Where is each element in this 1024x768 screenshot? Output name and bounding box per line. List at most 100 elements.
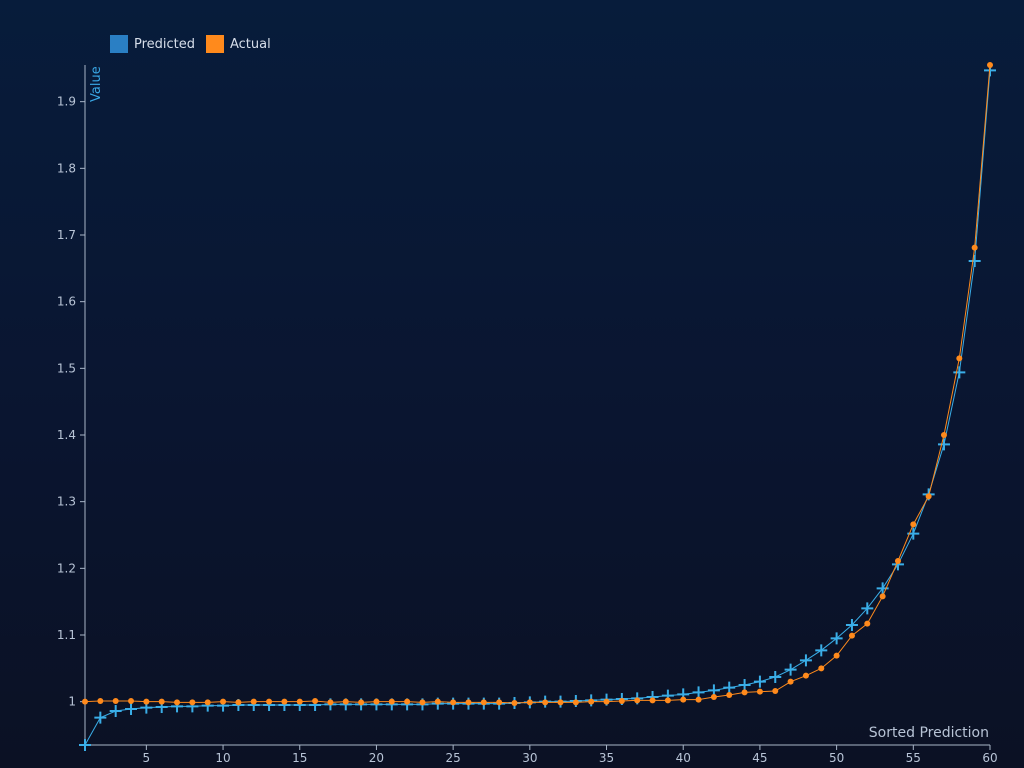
legend-item-predicted[interactable]: Predicted: [110, 35, 195, 53]
actual-point[interactable]: [910, 521, 917, 528]
predicted-point[interactable]: [125, 703, 138, 715]
predicted-point[interactable]: [876, 582, 889, 595]
actual-point[interactable]: [879, 593, 886, 600]
actual-point[interactable]: [572, 699, 579, 706]
actual-point[interactable]: [266, 698, 273, 705]
actual-point[interactable]: [174, 699, 181, 706]
y-tick-label: 1.2: [57, 561, 76, 575]
actual-point[interactable]: [220, 698, 227, 705]
x-tick-label: 15: [292, 751, 307, 765]
actual-point[interactable]: [833, 652, 840, 659]
predicted-point[interactable]: [830, 632, 843, 645]
predicted-point[interactable]: [815, 644, 828, 657]
actual-point[interactable]: [772, 688, 779, 694]
actual-point[interactable]: [342, 698, 349, 705]
predicted-point[interactable]: [769, 671, 782, 683]
x-axis-title: Sorted Prediction: [869, 725, 989, 741]
y-axis-title: Value: [89, 66, 104, 102]
y-tick-label: 1.3: [57, 495, 76, 509]
predicted-point[interactable]: [937, 438, 950, 451]
actual-point[interactable]: [787, 678, 794, 685]
actual-point[interactable]: [235, 699, 242, 706]
actual-point[interactable]: [848, 632, 855, 639]
predicted-point[interactable]: [692, 686, 705, 699]
legend-swatch-predicted: [110, 35, 128, 53]
actual-point[interactable]: [634, 697, 641, 704]
actual-point[interactable]: [741, 689, 748, 696]
actual-point[interactable]: [649, 697, 656, 704]
predicted-point[interactable]: [79, 739, 91, 751]
actual-point[interactable]: [373, 698, 380, 705]
predicted-point[interactable]: [109, 705, 122, 717]
predicted-point[interactable]: [861, 602, 874, 615]
actual-point[interactable]: [894, 558, 901, 564]
x-tick-label: 20: [369, 751, 384, 765]
actual-point[interactable]: [296, 698, 303, 705]
actual-point[interactable]: [680, 696, 687, 703]
legend-item-actual[interactable]: Actual: [206, 35, 271, 53]
actual-point[interactable]: [956, 355, 963, 362]
actual-point[interactable]: [603, 698, 610, 705]
actual-point[interactable]: [987, 62, 993, 68]
actual-point[interactable]: [112, 698, 119, 704]
actual-point[interactable]: [864, 620, 871, 627]
actual-point[interactable]: [511, 700, 518, 706]
actual-point[interactable]: [250, 698, 257, 705]
actual-point[interactable]: [664, 697, 671, 704]
actual-point[interactable]: [82, 698, 88, 705]
actual-point[interactable]: [388, 698, 395, 705]
actual-point[interactable]: [695, 696, 702, 703]
actual-line: [84, 64, 991, 704]
predicted-point[interactable]: [723, 681, 736, 694]
predicted-point[interactable]: [845, 619, 858, 631]
legend-label-actual: Actual: [230, 37, 271, 52]
actual-point[interactable]: [312, 698, 319, 704]
actual-point[interactable]: [925, 493, 932, 500]
actual-point[interactable]: [818, 665, 825, 672]
y-ticks: 1 1.1 1.2 1.3 1.4 1.5 1.6 1.7 1.8 1.9: [57, 95, 85, 709]
actual-point[interactable]: [802, 672, 809, 679]
actual-point[interactable]: [327, 699, 334, 706]
actual-point[interactable]: [158, 698, 165, 705]
actual-point[interactable]: [128, 698, 135, 704]
actual-point[interactable]: [143, 698, 150, 705]
predicted-point[interactable]: [94, 711, 107, 724]
x-tick-label: 45: [752, 751, 767, 765]
predicted-point[interactable]: [799, 654, 812, 667]
actual-point[interactable]: [404, 698, 411, 705]
actual-point[interactable]: [971, 244, 978, 251]
actual-point[interactable]: [542, 699, 549, 706]
actual-point[interactable]: [189, 699, 196, 706]
actual-point[interactable]: [756, 688, 763, 695]
predicted-point[interactable]: [753, 675, 766, 688]
actual-point[interactable]: [465, 699, 472, 706]
x-ticks: 5 10 15 20 25 30 35 40 45 50 55 60: [143, 745, 998, 765]
actual-point[interactable]: [526, 699, 533, 706]
predicted-point[interactable]: [953, 366, 966, 379]
actual-point[interactable]: [480, 699, 487, 706]
actual-point[interactable]: [588, 698, 595, 705]
legend-swatch-actual: [206, 35, 224, 53]
actual-point[interactable]: [710, 694, 717, 700]
y-tick-label: 1.1: [57, 628, 76, 642]
actual-point[interactable]: [434, 698, 441, 705]
actual-point[interactable]: [450, 699, 457, 706]
actual-point[interactable]: [281, 698, 288, 705]
actual-point[interactable]: [358, 699, 365, 706]
actual-point[interactable]: [557, 699, 564, 706]
y-tick-label: 1.9: [57, 95, 76, 109]
predicted-point[interactable]: [738, 679, 751, 691]
actual-point[interactable]: [726, 692, 733, 698]
predicted-point[interactable]: [968, 255, 981, 267]
predicted-point[interactable]: [784, 663, 797, 676]
actual-point[interactable]: [618, 698, 625, 704]
actual-point[interactable]: [204, 699, 211, 706]
actual-point[interactable]: [496, 699, 503, 706]
actual-point[interactable]: [97, 698, 104, 704]
actual-point[interactable]: [419, 699, 426, 706]
legend: Predicted Actual: [110, 35, 271, 53]
y-tick-label: 1.6: [57, 295, 76, 309]
actual-point[interactable]: [940, 432, 947, 438]
y-tick-label: 1.7: [57, 228, 76, 242]
